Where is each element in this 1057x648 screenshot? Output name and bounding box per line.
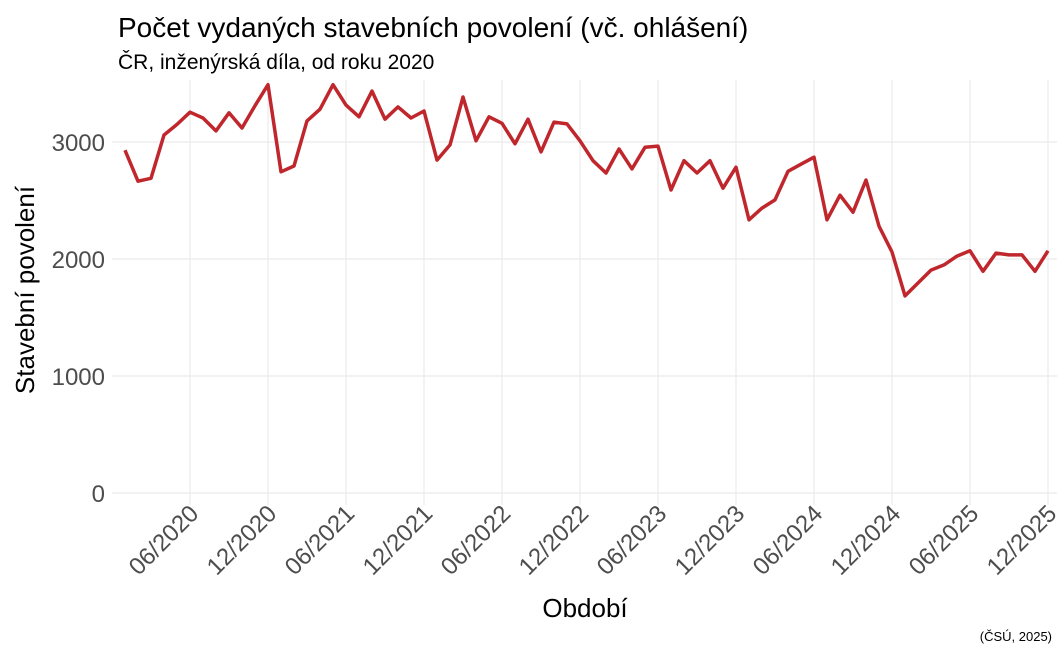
y-tick-label: 0: [92, 481, 105, 508]
x-tick-label: 12/2025: [982, 500, 1057, 580]
y-axis-title: Stavební povolení: [10, 185, 40, 394]
caption: (ČSÚ, 2025): [980, 629, 1052, 644]
x-tick-label: 12/2020: [202, 500, 282, 580]
x-axis-title: Období: [542, 593, 628, 623]
x-tick-label: 06/2021: [280, 500, 360, 580]
x-tick-label: 06/2025: [904, 500, 984, 580]
x-tick-label: 12/2021: [358, 500, 438, 580]
x-tick-label: 06/2020: [124, 500, 204, 580]
chart-title: Počet vydaných stavebních povolení (vč. …: [118, 12, 748, 43]
y-tick-label: 1000: [52, 364, 105, 391]
y-tick-label: 2000: [52, 247, 105, 274]
x-tick-label: 06/2024: [748, 500, 828, 580]
y-tick-label: 3000: [52, 130, 105, 157]
x-tick-label: 12/2023: [670, 500, 750, 580]
x-tick-label: 06/2023: [592, 500, 672, 580]
x-tick-label: 06/2022: [436, 500, 516, 580]
x-tick-label: 12/2022: [514, 500, 594, 580]
line: [123, 82, 1050, 298]
x-tick-label: 12/2024: [826, 500, 906, 580]
chart-subtitle: ČR, inženýrská díla, od roku 2020: [118, 51, 434, 74]
